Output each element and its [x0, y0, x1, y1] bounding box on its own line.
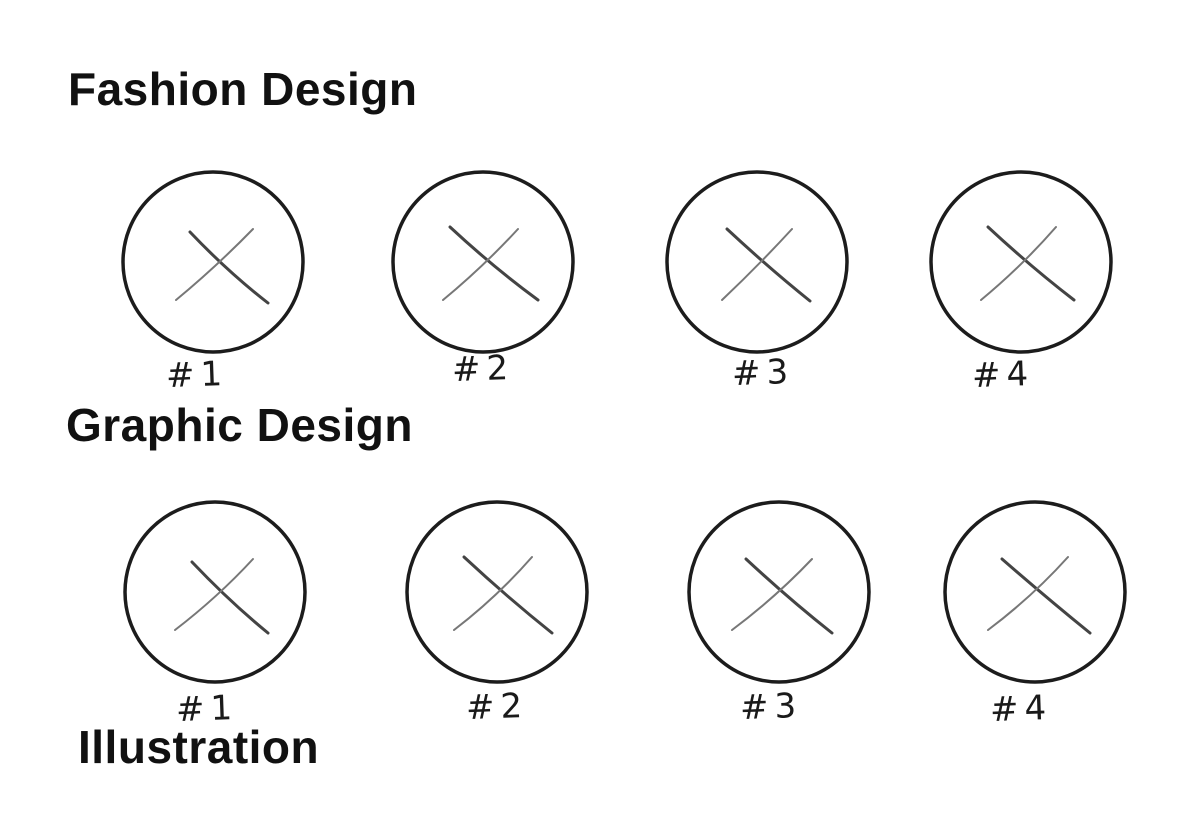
image-placeholder-x-icon	[687, 500, 871, 684]
graphic-slot-2-label: #2	[465, 685, 529, 729]
image-placeholder-x-icon	[123, 500, 307, 684]
graphic-slot-1-label: #1	[175, 687, 239, 731]
graphic-slot-4	[940, 497, 1130, 687]
image-placeholder-x-icon	[929, 170, 1113, 354]
graphic-slot-3-label: #3	[739, 685, 803, 729]
image-placeholder-x-icon	[665, 170, 849, 354]
image-placeholder-x-icon	[943, 500, 1127, 684]
image-placeholder-x-icon	[391, 170, 575, 354]
fashion-slot-3-label: #3	[731, 351, 795, 395]
section-title-fashion-design: Fashion Design	[68, 63, 418, 115]
fashion-slot-1-label: #1	[165, 353, 229, 397]
graphic-slot-4-label: #4	[989, 687, 1053, 731]
graphic-slot-1	[120, 497, 310, 687]
fashion-slot-2	[388, 167, 578, 357]
section-title-graphic-design: Graphic Design	[66, 399, 413, 451]
fashion-slot-4-label: #4	[971, 353, 1035, 397]
image-placeholder-x-icon	[405, 500, 589, 684]
graphic-slot-3	[684, 497, 874, 687]
image-placeholder-x-icon	[121, 170, 305, 354]
section-title-illustration: Illustration	[78, 721, 320, 773]
fashion-slot-2-label: #2	[451, 347, 515, 391]
fashion-slot-4	[926, 167, 1116, 357]
graphic-slot-2	[402, 497, 592, 687]
fashion-slot-1	[118, 167, 308, 357]
fashion-slot-3	[662, 167, 852, 357]
